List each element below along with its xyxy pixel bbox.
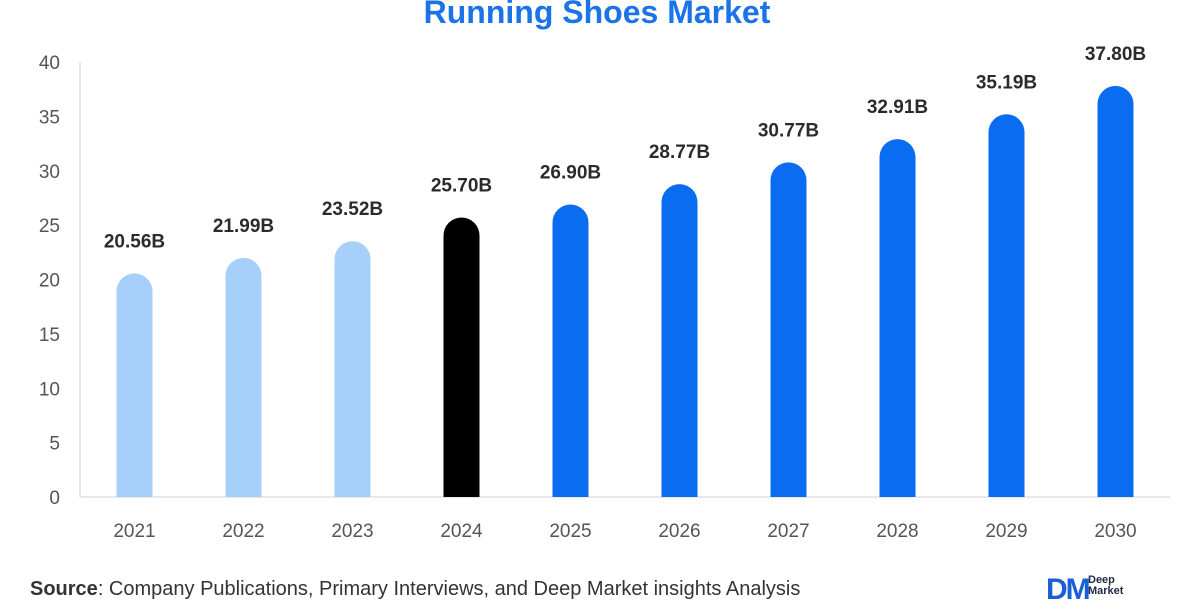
x-tick-label-2022: 2022	[222, 521, 264, 542]
data-label-2025: 26.90B	[540, 162, 601, 183]
x-tick-label-2024: 2024	[440, 521, 483, 542]
x-tick-label-2030: 2030	[1094, 521, 1136, 542]
bars	[116, 85, 1134, 497]
data-label-2028: 32.91B	[867, 97, 928, 118]
source-note: Source: Company Publications, Primary In…	[30, 578, 800, 601]
y-tick-label: 15	[39, 325, 60, 346]
chart-title: Running Shoes Market	[423, 0, 771, 30]
y-tick-label: 5	[49, 434, 60, 455]
x-tick-label-2025: 2025	[549, 521, 591, 542]
bar-2024	[443, 217, 480, 497]
y-tick-label: 25	[39, 216, 60, 237]
bar-2028	[879, 139, 916, 497]
y-tick-labels: 0 5 10 15 20 25 30 35 40	[39, 53, 60, 509]
logo-line-1: Deep	[1088, 574, 1115, 586]
data-label-2026: 28.77B	[649, 142, 710, 163]
bar-2026	[661, 184, 698, 497]
y-tick-label: 20	[39, 271, 60, 292]
bar-2022	[225, 257, 262, 497]
x-tick-labels: 2021 2022 2023 2024 2025 2026 2027 2028 2029 2030	[113, 521, 1136, 542]
bar-2029	[988, 114, 1025, 497]
bar-2030	[1097, 85, 1134, 497]
x-tick-label-2028: 2028	[876, 521, 918, 542]
data-label-2022: 21.99B	[213, 216, 274, 237]
source-text: : Company Publications, Primary Intervie…	[97, 578, 801, 600]
y-tick-label: 0	[49, 488, 60, 509]
x-tick-label-2026: 2026	[658, 521, 700, 542]
y-tick-label: 10	[39, 379, 60, 400]
data-label-2024: 25.70B	[431, 176, 492, 197]
x-tick-label-2021: 2021	[113, 521, 155, 542]
x-tick-label-2029: 2029	[985, 521, 1027, 542]
y-tick-label: 35	[39, 107, 60, 128]
data-labels: 20.56B 21.99B 23.52B 25.70B 26.90B 28.77B 30.7…	[104, 44, 1146, 252]
chart-axes	[79, 62, 1170, 498]
x-tick-label-2027: 2027	[767, 521, 809, 542]
bar-2023	[334, 241, 371, 497]
data-label-2030: 37.80B	[1085, 44, 1146, 65]
data-label-2029: 35.19B	[976, 72, 1037, 93]
logo-wordmark: Deep Market	[1088, 575, 1123, 597]
source-prefix: Source	[30, 578, 98, 600]
y-tick-label: 30	[39, 162, 60, 183]
data-label-2027: 30.77B	[758, 120, 819, 141]
deep-market-logo: DM Deep Market	[1046, 573, 1176, 605]
data-label-2021: 20.56B	[104, 231, 165, 252]
data-label-2023: 23.52B	[322, 199, 383, 220]
x-tick-label-2023: 2023	[331, 521, 373, 542]
logo-line-2: Market	[1088, 585, 1124, 597]
y-tick-label: 40	[39, 53, 60, 74]
bar-2027	[770, 162, 807, 497]
logo-mark: DM	[1046, 573, 1091, 606]
bar-2021	[116, 273, 153, 497]
bar-2025	[552, 204, 589, 497]
